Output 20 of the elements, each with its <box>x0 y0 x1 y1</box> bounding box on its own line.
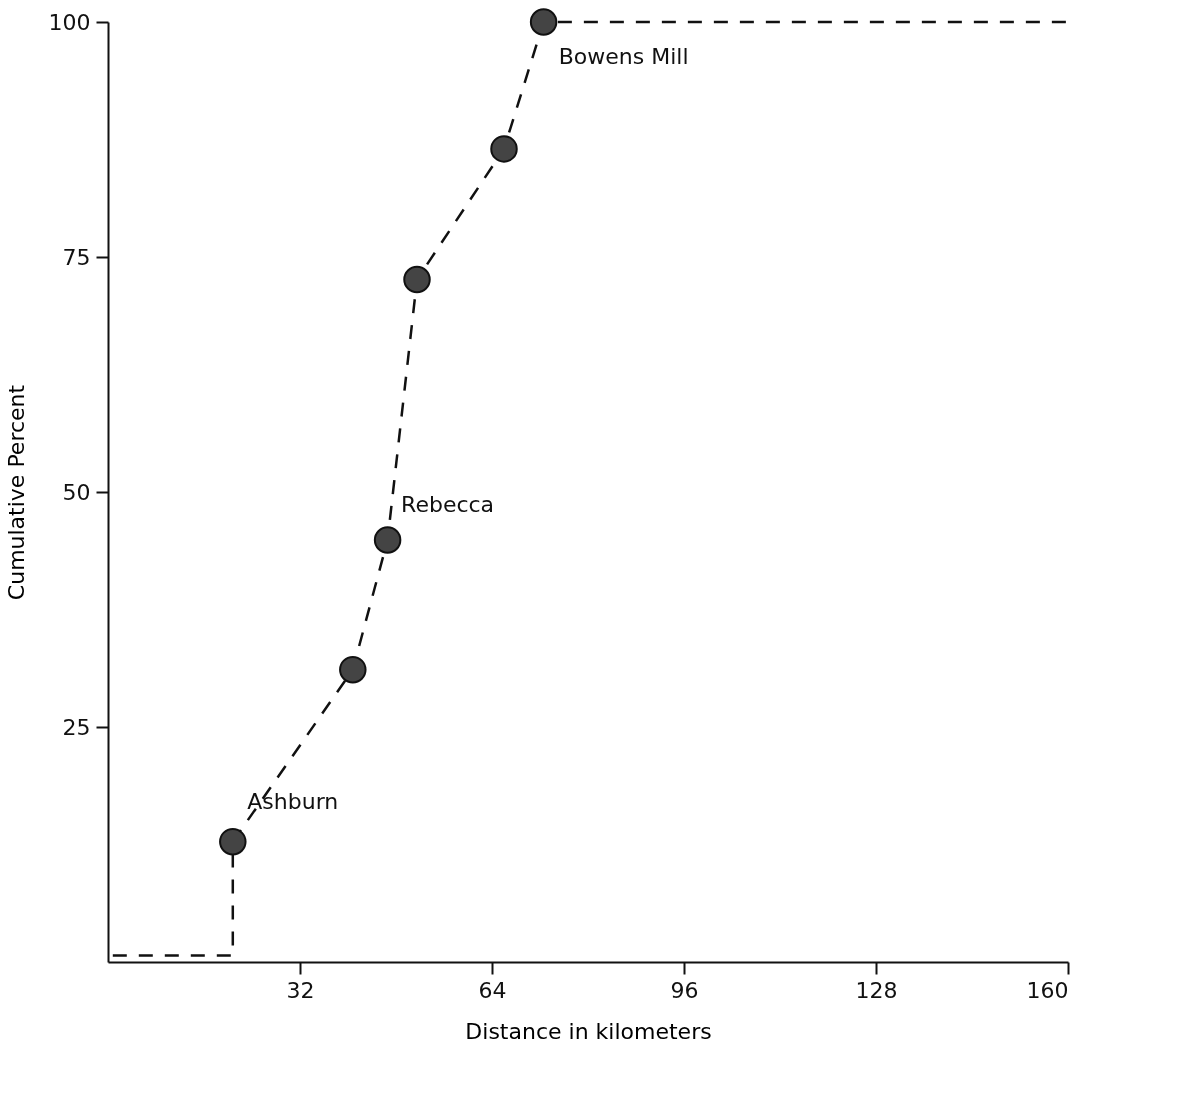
y-tick-label: 25 <box>62 714 91 740</box>
x-tick-label: 128 <box>855 977 898 1003</box>
annotation: Ashburn <box>247 788 339 814</box>
point <box>339 655 367 684</box>
y-tick-label: 75 <box>62 244 91 270</box>
point <box>403 265 431 294</box>
point <box>219 827 247 856</box>
point <box>529 8 558 36</box>
x-tick-label: 96 <box>670 977 699 1003</box>
annotation: Rebecca <box>401 491 495 517</box>
x-tick-label: 64 <box>478 977 507 1003</box>
y-axis-title: Cumulative Percent <box>3 384 29 601</box>
x-tick-label: 32 <box>286 977 315 1003</box>
y-tick-label: 100 <box>48 9 91 35</box>
point <box>490 135 518 163</box>
x-tick-label: 160 <box>1026 977 1069 1003</box>
x-axis-title: Distance in kilometers <box>465 1018 712 1044</box>
point <box>373 526 402 554</box>
annotation: Bowens Mill <box>558 44 689 69</box>
y-tick-label: 50 <box>62 479 91 505</box>
